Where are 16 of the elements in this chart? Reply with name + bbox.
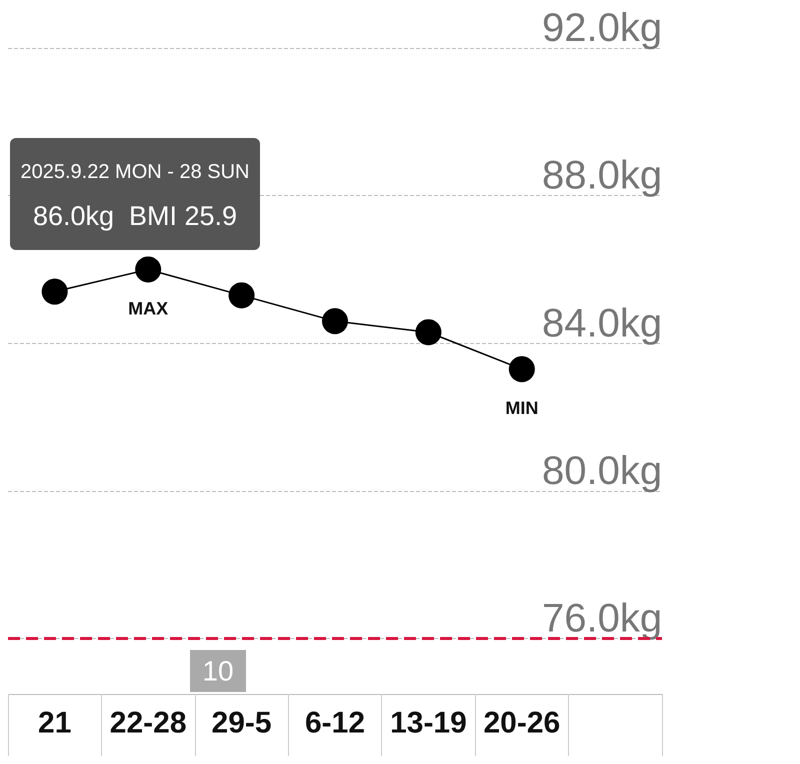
y-tick-label: 92.0kg (542, 6, 662, 50)
x-tick-label: 6-12 (304, 706, 366, 740)
x-tick-label: 20-26 (483, 706, 560, 740)
x-tick-label: 22-28 (110, 706, 187, 740)
y-tick-label: 88.0kg (542, 154, 662, 198)
annotation: 86.0kg BMI 25.9 (32, 201, 238, 231)
x-tick-label: 29-5 (212, 706, 272, 740)
annotation: MAX (128, 298, 168, 318)
annotation: 2025.9.22 MON - 28 SUN (20, 161, 250, 183)
y-tick-label: 84.0kg (542, 301, 662, 346)
y-tick-label: 76.0kg (542, 596, 662, 641)
y-tick-label: 80.0kg (542, 448, 662, 493)
annotation: 10 (202, 656, 234, 686)
annotation: MIN (505, 398, 538, 418)
x-tick-label: 21 (38, 706, 72, 740)
x-tick-label: 13-19 (390, 706, 467, 740)
